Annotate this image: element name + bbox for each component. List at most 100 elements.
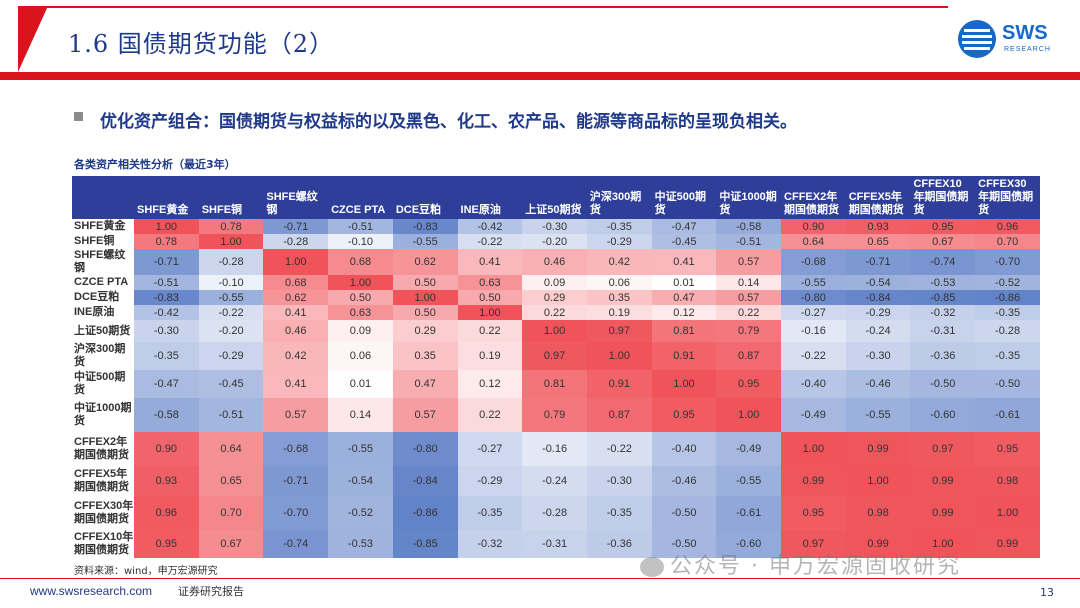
heatmap-cell: 0.01 bbox=[328, 370, 393, 398]
heatmap-cell: -0.54 bbox=[328, 466, 393, 496]
heatmap-cell: 0.14 bbox=[328, 398, 393, 432]
heatmap-cell: -0.40 bbox=[651, 432, 717, 466]
footer-label: 证券研究报告 bbox=[178, 585, 244, 598]
heatmap-cell: 0.50 bbox=[328, 290, 393, 305]
heatmap-cell: 0.06 bbox=[328, 342, 393, 370]
heatmap-cell: 1.00 bbox=[457, 305, 523, 320]
heatmap-cell: -0.71 bbox=[263, 466, 329, 496]
table-row: 中证500期货 -0.47 -0.45 0.41 0.01 0.47 0.12 0.81 0.9… bbox=[72, 370, 1040, 398]
heatmap-cell: 0.91 bbox=[586, 370, 652, 398]
heatmap-cell: -0.28 bbox=[198, 249, 264, 275]
heatmap-cell: 0.19 bbox=[586, 305, 652, 320]
heatmap-cell: 0.09 bbox=[522, 275, 587, 290]
heatmap-cell: -0.27 bbox=[781, 305, 846, 320]
heatmap-cell: 0.97 bbox=[781, 530, 846, 558]
heatmap-cell: 0.57 bbox=[392, 398, 458, 432]
heatmap-cell: -0.28 bbox=[263, 234, 329, 249]
table-row: SHFE螺纹钢 -0.71 -0.28 1.00 0.68 0.62 0.41 0.46 0.4… bbox=[72, 249, 1040, 275]
heatmap-cell: 0.99 bbox=[910, 496, 976, 530]
heatmap-cell: 0.78 bbox=[134, 234, 199, 249]
heatmap-cell: 0.12 bbox=[651, 305, 717, 320]
page-title: 1.6 国债期货功能（2） bbox=[68, 30, 335, 58]
row-header: CFFEX30年期国债期货 bbox=[72, 496, 134, 530]
column-header: CZCE PTA bbox=[328, 176, 393, 219]
heatmap-cell: 0.41 bbox=[263, 305, 329, 320]
heatmap-cell: 0.96 bbox=[134, 496, 199, 530]
heatmap-cell: -0.40 bbox=[781, 370, 846, 398]
heatmap-cell: 0.98 bbox=[845, 496, 911, 530]
heatmap-cell: -0.55 bbox=[716, 466, 782, 496]
heatmap-cell: 0.81 bbox=[522, 370, 587, 398]
heatmap-cell: -0.53 bbox=[910, 275, 976, 290]
sws-logo: SWS RESEARCH bbox=[958, 20, 1058, 60]
heatmap-cell: -0.60 bbox=[910, 398, 976, 432]
heatmap-cell: 0.19 bbox=[457, 342, 523, 370]
heatmap-cell: 0.87 bbox=[716, 342, 782, 370]
heatmap-cell: -0.30 bbox=[586, 466, 652, 496]
heatmap-cell: -0.52 bbox=[328, 496, 393, 530]
heatmap-cell: -0.55 bbox=[392, 234, 458, 249]
heatmap-cell: 0.50 bbox=[392, 305, 458, 320]
row-header: 中证500期货 bbox=[72, 370, 134, 398]
title-accent bbox=[18, 6, 48, 72]
heatmap-cell: -0.22 bbox=[781, 342, 846, 370]
heatmap-cell: -0.51 bbox=[134, 275, 199, 290]
column-header: CFFEX30年期国债期货 bbox=[975, 176, 1040, 219]
heatmap-cell: 0.63 bbox=[328, 305, 393, 320]
table-title: 各类资产相关性分析（最近3年） bbox=[74, 158, 236, 171]
column-header: 沪深300期货 bbox=[586, 176, 652, 219]
heatmap-cell: 0.29 bbox=[522, 290, 587, 305]
heatmap-cell: 1.00 bbox=[392, 290, 458, 305]
heatmap-cell: 0.22 bbox=[457, 320, 523, 342]
footer-url[interactable]: www.swsresearch.com bbox=[30, 584, 153, 598]
heatmap-cell: 0.95 bbox=[975, 432, 1040, 466]
heatmap-cell: 0.64 bbox=[198, 432, 264, 466]
heatmap-cell: -0.85 bbox=[910, 290, 976, 305]
heatmap-cell: -0.80 bbox=[392, 432, 458, 466]
row-header: CFFEX5年期国债期货 bbox=[72, 466, 134, 496]
heatmap-cell: -0.20 bbox=[522, 234, 587, 249]
heatmap-cell: -0.10 bbox=[198, 275, 264, 290]
heatmap-cell: 0.42 bbox=[586, 249, 652, 275]
heatmap-cell: 0.67 bbox=[198, 530, 264, 558]
heatmap-cell: -0.16 bbox=[781, 320, 846, 342]
heatmap-cell: -0.28 bbox=[975, 320, 1040, 342]
heatmap-cell: -0.29 bbox=[198, 342, 264, 370]
column-header: CFFEX10年期国债期货 bbox=[910, 176, 976, 219]
table-row: 沪深300期货 -0.35 -0.29 0.42 0.06 0.35 0.19 0.97 1.0… bbox=[72, 342, 1040, 370]
heatmap-cell: 1.00 bbox=[651, 370, 717, 398]
table-row: 上证50期货 -0.30 -0.20 0.46 0.09 0.29 0.22 1.00 0.97… bbox=[72, 320, 1040, 342]
heatmap-cell: -0.55 bbox=[781, 275, 846, 290]
heatmap-cell: -0.61 bbox=[716, 496, 782, 530]
heatmap-cell: -0.50 bbox=[975, 370, 1040, 398]
heatmap-cell: -0.86 bbox=[975, 290, 1040, 305]
heatmap-cell: 0.95 bbox=[651, 398, 717, 432]
heatmap-cell: -0.60 bbox=[716, 530, 782, 558]
heatmap-cell: 1.00 bbox=[975, 496, 1040, 530]
row-header: SHFE黄金 bbox=[72, 219, 134, 234]
heatmap-cell: -0.35 bbox=[134, 342, 199, 370]
table-row: CZCE PTA -0.51 -0.10 0.68 1.00 0.50 0.63 0.09 0.… bbox=[72, 275, 1040, 290]
heatmap-cell: 0.91 bbox=[651, 342, 717, 370]
row-header: 中证1000期货 bbox=[72, 398, 134, 432]
column-header: SHFE黄金 bbox=[134, 176, 199, 219]
heatmap-cell: 0.98 bbox=[975, 466, 1040, 496]
logo-text: SWS bbox=[1002, 22, 1048, 44]
heatmap-cell: -0.58 bbox=[716, 219, 782, 234]
heatmap-cell: 1.00 bbox=[328, 275, 393, 290]
heatmap-cell: -0.84 bbox=[392, 466, 458, 496]
heatmap-cell: 0.47 bbox=[392, 370, 458, 398]
heatmap-cell: -0.50 bbox=[651, 496, 717, 530]
heatmap-cell: 0.79 bbox=[716, 320, 782, 342]
heatmap-cell: -0.55 bbox=[845, 398, 911, 432]
heatmap-cell: 0.81 bbox=[651, 320, 717, 342]
heatmap-cell: -0.49 bbox=[716, 432, 782, 466]
column-header: 上证50期货 bbox=[522, 176, 587, 219]
heatmap-cell: -0.36 bbox=[910, 342, 976, 370]
heatmap-cell: 0.41 bbox=[263, 370, 329, 398]
heatmap-cell: 0.93 bbox=[845, 219, 911, 234]
heatmap-cell: 1.00 bbox=[910, 530, 976, 558]
heatmap-cell: 0.99 bbox=[781, 466, 846, 496]
heatmap-cell: -0.24 bbox=[522, 466, 587, 496]
source-note: 资料来源：wind，申万宏源研究 bbox=[74, 566, 218, 577]
